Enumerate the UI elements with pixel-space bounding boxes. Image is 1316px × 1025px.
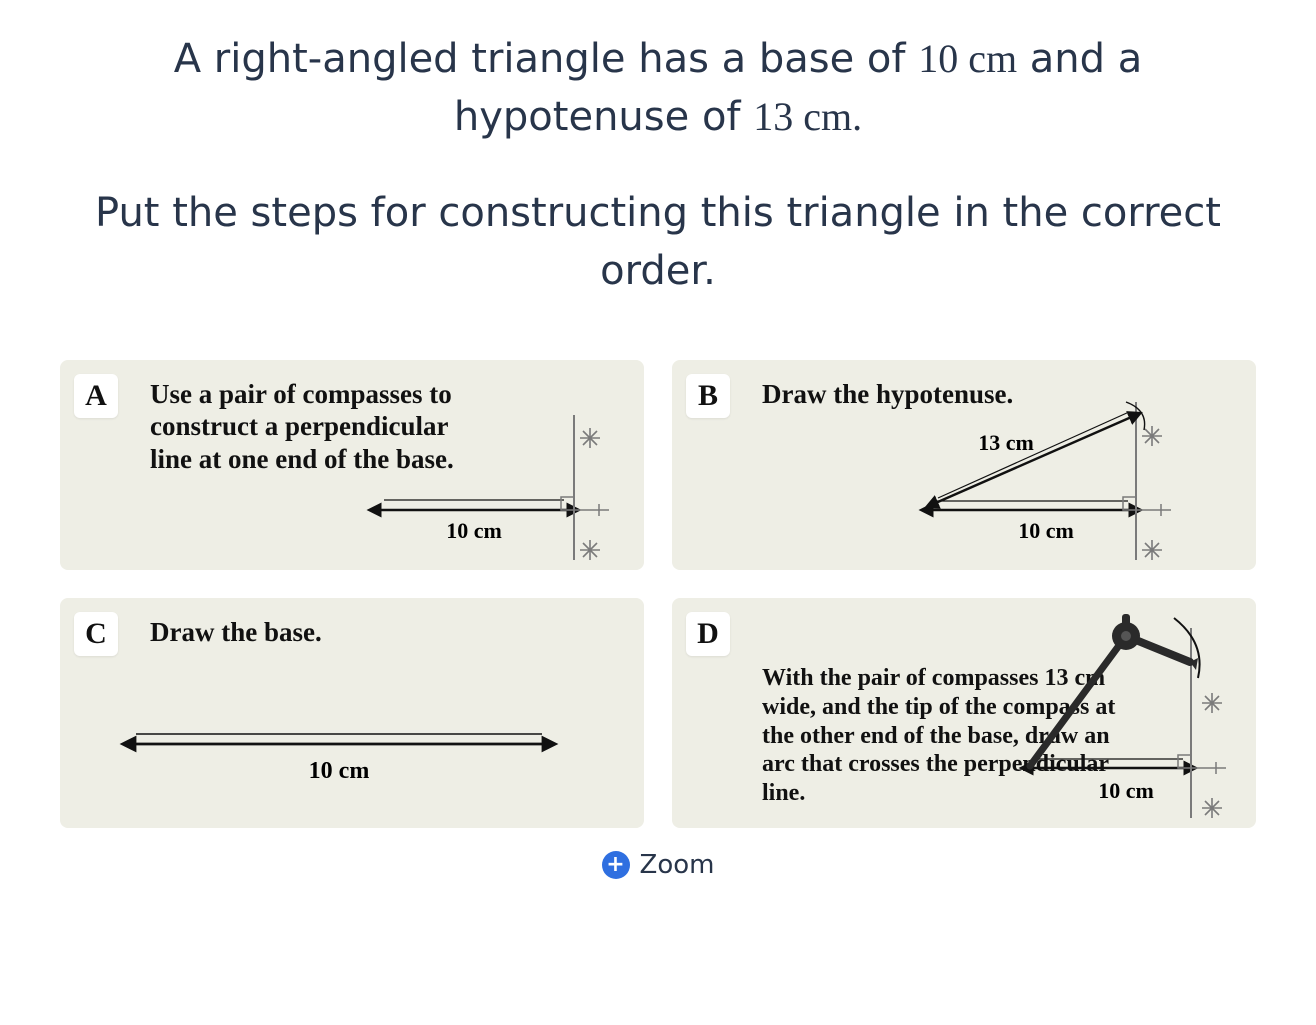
zoom-button[interactable]: + Zoom [60,850,1256,880]
card-a[interactable]: A Use a pair of compasses to construct a… [60,360,644,570]
figure-perpendicular-icon: 10 cm [354,400,634,570]
answer-cards: A Use a pair of compasses to construct a… [60,360,1256,828]
unit-cm: cm. [793,94,862,139]
card-letter-badge: B [686,374,730,418]
base-label: 10 cm [1098,778,1154,803]
zoom-label: Zoom [640,850,715,880]
card-c[interactable]: C Draw the base. 10 cm [60,598,644,828]
unit-cm: cm [958,36,1017,81]
card-text: Draw the base. [150,616,624,648]
card-letter: D [697,617,719,651]
card-letter: C [85,617,107,651]
figure-triangle-icon: 10 cm 13 cm [826,390,1236,570]
base-label: 10 cm [1018,518,1074,543]
base-value: 10 [918,36,958,81]
plus-icon: + [602,851,630,879]
prompt-instruction: Put the steps for constructing this tria… [95,190,1221,294]
card-d[interactable]: D With the pair of compasses 13 cm wide,… [672,598,1256,828]
card-letter-badge: C [74,612,118,656]
figure-compass-arc-icon: 10 cm [1016,608,1256,828]
hyp-label: 13 cm [978,430,1034,455]
question-prompt: A right-angled triangle has a base of 10… [60,30,1256,300]
card-letter-badge: A [74,374,118,418]
card-letter-badge: D [686,612,730,656]
plus-glyph: + [606,854,624,876]
figure-base-line-icon: 10 cm [110,704,570,804]
prompt-text: A right-angled triangle has a base of [174,36,919,82]
card-letter: A [85,379,107,413]
base-label: 10 cm [309,758,370,784]
card-b[interactable]: B Draw the hypotenuse. 10 cm 13 cm [672,360,1256,570]
base-label: 10 cm [446,518,502,543]
card-letter: B [698,379,718,413]
hyp-value: 13 [753,94,793,139]
